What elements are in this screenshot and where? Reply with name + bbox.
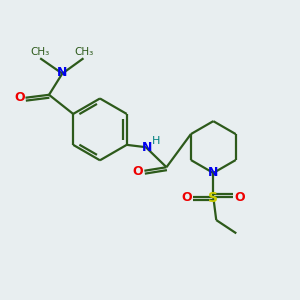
Text: N: N [142,141,152,154]
Text: O: O [133,165,143,178]
Text: N: N [57,66,68,79]
Text: N: N [208,166,218,179]
Text: S: S [208,191,218,205]
Text: O: O [14,91,25,104]
Text: CH₃: CH₃ [74,47,94,57]
Text: H: H [152,136,160,146]
Text: O: O [235,190,245,204]
Text: O: O [182,190,192,204]
Text: CH₃: CH₃ [30,47,49,57]
